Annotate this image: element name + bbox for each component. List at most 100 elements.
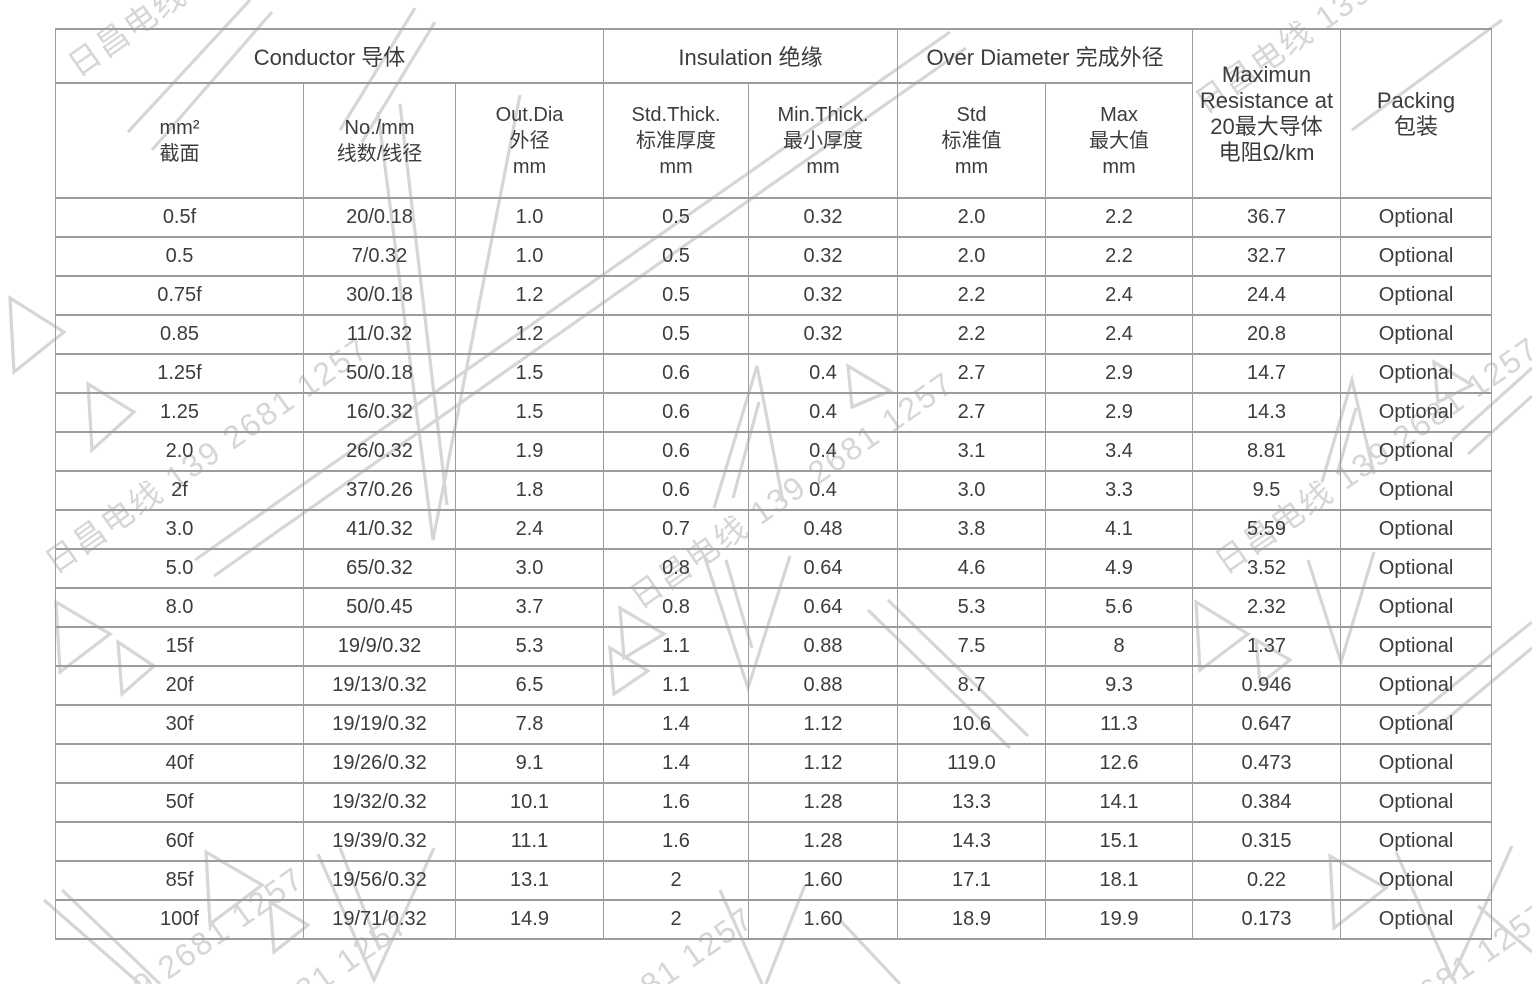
cell: Optional — [1340, 197, 1493, 238]
cell: 2.4 — [1045, 275, 1194, 316]
table-row: 1.25f 50/0.18 1.5 0.6 0.4 2.7 2.9 14.7 Optional — [55, 353, 1493, 394]
cell: 4.1 — [1045, 509, 1194, 550]
cell: 11/0.32 — [303, 314, 456, 355]
table-row: 0.5f 20/0.18 1.0 0.5 0.32 2.0 2.2 36.7 Optional — [55, 197, 1493, 238]
cell: 0.85 — [55, 314, 304, 355]
table-row: 0.5 7/0.32 1.0 0.5 0.32 2.0 2.2 32.7 Optional — [55, 236, 1493, 277]
cell: 15.1 — [1045, 821, 1194, 862]
spec-table-container: Conductor 导体 Insulation 绝缘 Over Diameter… — [55, 28, 1493, 940]
table-row: 50f 19/32/0.32 10.1 1.6 1.28 13.3 14.1 0.384 Opt… — [55, 782, 1493, 823]
sub-header-mm2: mm² 截面 — [55, 82, 304, 199]
cell: 11.1 — [455, 821, 604, 862]
cell: 3.3 — [1045, 470, 1194, 511]
cell: 3.0 — [455, 548, 604, 589]
cell: Optional — [1340, 392, 1493, 433]
cell: 19/26/0.32 — [303, 743, 456, 784]
cell: 1.9 — [455, 431, 604, 472]
cell: 2.32 — [1192, 587, 1342, 628]
cell: 1.25f — [55, 353, 304, 394]
cell: 7/0.32 — [303, 236, 456, 277]
cell: 2.7 — [897, 353, 1047, 394]
cell: 1.5 — [455, 353, 604, 394]
cell: 50f — [55, 782, 304, 823]
table-row: 3.0 41/0.32 2.4 0.7 0.48 3.8 4.1 5.59 Optional — [55, 509, 1493, 550]
cell: 40f — [55, 743, 304, 784]
cell: 0.88 — [747, 626, 899, 667]
cell: 1.60 — [747, 860, 899, 901]
cell: 1.2 — [455, 314, 604, 355]
cell: 10.1 — [455, 782, 604, 823]
cell: 5.0 — [55, 548, 304, 589]
cell: 0.64 — [747, 548, 899, 589]
cell: 0.6 — [603, 470, 749, 511]
cell: 10.6 — [897, 704, 1047, 745]
cell: 5.3 — [455, 626, 604, 667]
cell: 0.32 — [747, 197, 899, 238]
table-row: 5.0 65/0.32 3.0 0.8 0.64 4.6 4.9 3.52 Optional — [55, 548, 1493, 589]
cell: 119.0 — [897, 743, 1047, 784]
cell: 0.6 — [603, 431, 749, 472]
cell: 32.7 — [1192, 236, 1342, 277]
cell: 1.6 — [603, 821, 749, 862]
cell: Optional — [1340, 743, 1493, 784]
group-header-row: Conductor 导体 Insulation 绝缘 Over Diameter… — [55, 28, 1493, 199]
cell: 1.2 — [455, 275, 604, 316]
cell: 3.4 — [1045, 431, 1194, 472]
cell: 6.5 — [455, 665, 604, 706]
cell: 24.4 — [1192, 275, 1342, 316]
cell: 0.6 — [603, 392, 749, 433]
cell: Optional — [1340, 899, 1493, 940]
table-row: 15f 19/9/0.32 5.3 1.1 0.88 7.5 8 1.37 Optional — [55, 626, 1493, 667]
cell: Optional — [1340, 587, 1493, 628]
sub-header-out-dia: Out.Dia 外径 mm — [455, 82, 604, 199]
cell: 100f — [55, 899, 304, 940]
sub-header-std: Std 标准值 mm — [897, 82, 1047, 199]
cell: Optional — [1340, 314, 1493, 355]
cell: 9.1 — [455, 743, 604, 784]
cell: 0.5 — [603, 275, 749, 316]
cell: 3.0 — [55, 509, 304, 550]
table-row: 40f 19/26/0.32 9.1 1.4 1.12 119.0 12.6 0.473 Opt… — [55, 743, 1493, 784]
cell: 2.4 — [1045, 314, 1194, 355]
cell: 50/0.18 — [303, 353, 456, 394]
cell: 1.60 — [747, 899, 899, 940]
cell: 1.4 — [603, 704, 749, 745]
table-row: 0.85 11/0.32 1.2 0.5 0.32 2.2 2.4 20.8 Optional — [55, 314, 1493, 355]
cell: 14.7 — [1192, 353, 1342, 394]
cell: 2.2 — [897, 314, 1047, 355]
cell: Optional — [1340, 665, 1493, 706]
sub-header-no-mm: No./mm 线数/线径 — [303, 82, 456, 199]
cell: 9.3 — [1045, 665, 1194, 706]
cell: 2.0 — [897, 236, 1047, 277]
cell: 7.5 — [897, 626, 1047, 667]
cell: Optional — [1340, 704, 1493, 745]
group-header-conductor: Conductor 导体 — [55, 28, 604, 84]
cell: 14.9 — [455, 899, 604, 940]
cell: 0.4 — [747, 431, 899, 472]
sub-header-min-thick: Min.Thick. 最小厚度 mm — [747, 82, 899, 199]
table-row: 100f 19/71/0.32 14.9 2 1.60 18.9 19.9 0.173 Opti… — [55, 899, 1493, 940]
cell: 30/0.18 — [303, 275, 456, 316]
header-max-resistance: Maximun Resistance at 20最大导体 电阻Ω/km — [1192, 28, 1342, 199]
cell: 0.5 — [603, 314, 749, 355]
cell: 0.75f — [55, 275, 304, 316]
cell: 60f — [55, 821, 304, 862]
cell: 15f — [55, 626, 304, 667]
cell: Optional — [1340, 860, 1493, 901]
cell: 26/0.32 — [303, 431, 456, 472]
cell: 0.64 — [747, 587, 899, 628]
cell: 3.0 — [897, 470, 1047, 511]
cell: 5.6 — [1045, 587, 1194, 628]
cell: 37/0.26 — [303, 470, 456, 511]
cell: 1.28 — [747, 782, 899, 823]
cell: 0.7 — [603, 509, 749, 550]
cell: 14.1 — [1045, 782, 1194, 823]
cell: 2.2 — [1045, 236, 1194, 277]
cell: 0.48 — [747, 509, 899, 550]
table-body: 0.5f 20/0.18 1.0 0.5 0.32 2.0 2.2 36.7 Optional 0… — [55, 197, 1493, 940]
cell: 13.3 — [897, 782, 1047, 823]
cell: Optional — [1340, 509, 1493, 550]
cell: 20f — [55, 665, 304, 706]
cell: Optional — [1340, 782, 1493, 823]
cell: 13.1 — [455, 860, 604, 901]
